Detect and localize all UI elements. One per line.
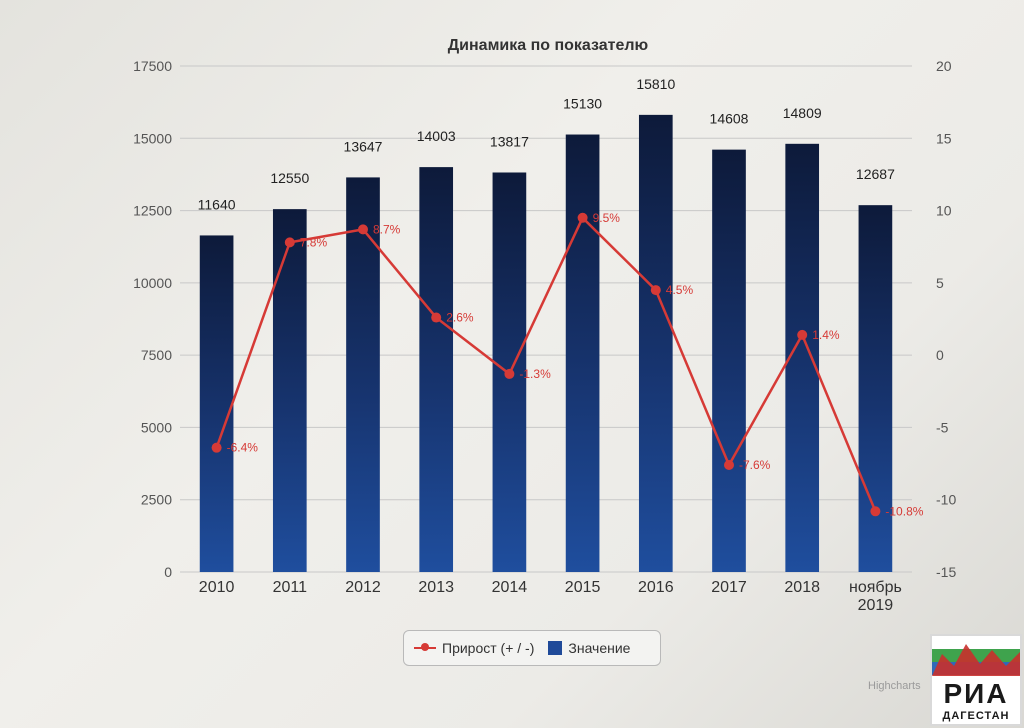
line-point[interactable] bbox=[650, 285, 661, 296]
right-axis-tick-label: -15 bbox=[936, 564, 956, 580]
logo-subtitle: ДАГЕСТАН bbox=[942, 710, 1010, 722]
right-axis-tick-label: 15 bbox=[936, 130, 952, 146]
line-point[interactable] bbox=[724, 460, 734, 471]
right-axis-tick-label: 5 bbox=[936, 275, 944, 291]
chart-title: Динамика по показателю bbox=[448, 37, 649, 54]
bar-data-label: 13817 bbox=[490, 133, 529, 149]
legend-label-value: Значение bbox=[568, 640, 631, 656]
bar-labels: 11640 12550 13647 14003 13817 15130 15810 14608… bbox=[198, 76, 895, 213]
x-axis-tick-label: 2010 bbox=[199, 579, 235, 596]
bar[interactable] bbox=[565, 134, 600, 572]
bar-data-label: 13647 bbox=[344, 138, 383, 154]
x-axis-tick-label: 2013 bbox=[418, 579, 454, 596]
x-axis-tick-label: 2015 bbox=[565, 579, 601, 596]
square-marker-icon bbox=[548, 641, 563, 655]
bar[interactable] bbox=[638, 114, 673, 572]
bar-data-label: 15810 bbox=[636, 76, 675, 92]
credits-link[interactable]: Highcharts bbox=[868, 680, 921, 692]
legend: Прирост (+ / -) Значение bbox=[403, 630, 661, 666]
legend-item-value[interactable]: Значение bbox=[548, 640, 630, 656]
right-axis-tick-label: 10 bbox=[936, 203, 952, 219]
line-point[interactable] bbox=[577, 212, 588, 223]
line-point[interactable] bbox=[211, 442, 222, 453]
left-axis-tick-label: 7500 bbox=[141, 347, 172, 363]
line-data-label: 2.6% bbox=[446, 311, 474, 325]
bar[interactable] bbox=[419, 167, 454, 572]
bar-data-label: 14003 bbox=[417, 128, 456, 144]
x-axis-tick-label: 2019 bbox=[858, 597, 894, 614]
line-point[interactable] bbox=[358, 224, 368, 235]
line-data-label: 4.5% bbox=[666, 283, 694, 297]
line-series: -6.4% 7.8% 8.7% 2.6% -1.3% 9.5% 4.5% -7.6% 1.4% -… bbox=[211, 211, 924, 518]
line-point[interactable] bbox=[284, 237, 295, 248]
x-axis-tick-label: 2014 bbox=[492, 579, 528, 596]
bar-series bbox=[199, 114, 893, 572]
x-axis: 2010 2011 2012 2013 2014 2015 2016 2017 2018 нояб… bbox=[199, 579, 902, 614]
x-axis-tick-label: 2011 bbox=[273, 579, 308, 596]
mountain-logo-icon bbox=[932, 636, 1020, 676]
right-axis-tick-label: 20 bbox=[936, 58, 952, 74]
right-axis-tick-label: -5 bbox=[936, 419, 949, 435]
line-data-label: 9.5% bbox=[593, 211, 621, 225]
line-data-label: 7.8% bbox=[300, 235, 328, 249]
line-marker-icon bbox=[414, 643, 436, 651]
bar-data-label: 12687 bbox=[856, 166, 895, 182]
line-point[interactable] bbox=[431, 312, 442, 323]
bar-data-label: 12550 bbox=[270, 170, 309, 186]
left-axis-tick-label: 15000 bbox=[133, 130, 172, 146]
bar-data-label: 15130 bbox=[563, 96, 602, 112]
bar[interactable] bbox=[712, 149, 746, 572]
bar-data-label: 11640 bbox=[198, 196, 236, 212]
line-data-label: -1.3% bbox=[519, 367, 551, 381]
bar[interactable] bbox=[199, 235, 234, 572]
bar-data-label: 14809 bbox=[783, 105, 822, 121]
bar[interactable] bbox=[272, 209, 307, 572]
x-axis-tick-label: 2018 bbox=[784, 579, 820, 596]
left-axis-tick-label: 0 bbox=[164, 564, 172, 580]
logo-word: РИА bbox=[943, 678, 1009, 709]
left-axis-tick-label: 10000 bbox=[133, 275, 172, 291]
right-axis: -15 -10 -5 0 5 10 15 20 bbox=[936, 58, 956, 580]
legend-item-growth[interactable]: Прирост (+ / -) bbox=[414, 640, 534, 656]
line-data-label: -7.6% bbox=[739, 458, 771, 472]
right-axis-tick-label: -10 bbox=[936, 492, 956, 508]
line-data-label: 1.4% bbox=[812, 328, 840, 342]
bar[interactable] bbox=[346, 177, 380, 572]
x-axis-tick-label: ноябрь bbox=[849, 579, 902, 596]
ria-dagestan-logo: РИА ДАГЕСТАН bbox=[930, 634, 1022, 726]
left-axis: 0 2500 5000 7500 10000 12500 15000 17500 bbox=[133, 58, 172, 580]
bar-data-label: 14608 bbox=[710, 111, 749, 127]
growth-line bbox=[215, 215, 877, 512]
line-point[interactable] bbox=[504, 368, 515, 379]
left-axis-tick-label: 17500 bbox=[133, 58, 172, 74]
x-axis-tick-label: 2016 bbox=[638, 579, 674, 596]
line-point[interactable] bbox=[870, 506, 881, 517]
line-data-label: -6.4% bbox=[227, 441, 259, 455]
left-axis-tick-label: 2500 bbox=[141, 492, 172, 508]
legend-label-growth: Прирост (+ / -) bbox=[442, 640, 535, 656]
x-axis-tick-label: 2017 bbox=[711, 579, 747, 596]
line-point[interactable] bbox=[797, 329, 808, 340]
line-data-label: 8.7% bbox=[373, 222, 401, 236]
x-axis-tick-label: 2012 bbox=[345, 579, 381, 596]
left-axis-tick-label: 12500 bbox=[133, 203, 172, 219]
bar[interactable] bbox=[785, 143, 820, 572]
right-axis-tick-label: 0 bbox=[936, 347, 944, 363]
line-data-label: -10.8% bbox=[885, 504, 923, 518]
left-axis-tick-label: 5000 bbox=[141, 419, 172, 435]
